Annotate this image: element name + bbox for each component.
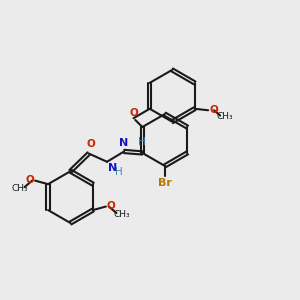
Text: CH₃: CH₃ bbox=[113, 210, 130, 219]
Text: CH₃: CH₃ bbox=[11, 184, 28, 194]
Text: Br: Br bbox=[158, 178, 172, 188]
Text: O: O bbox=[26, 175, 34, 185]
Text: O: O bbox=[107, 201, 116, 211]
Text: CH₃: CH₃ bbox=[216, 112, 233, 121]
Text: O: O bbox=[129, 108, 138, 118]
Text: N: N bbox=[108, 163, 117, 173]
Text: H: H bbox=[115, 167, 123, 177]
Text: O: O bbox=[86, 140, 95, 149]
Text: H: H bbox=[139, 137, 146, 147]
Text: N: N bbox=[119, 138, 128, 148]
Text: O: O bbox=[210, 105, 219, 115]
